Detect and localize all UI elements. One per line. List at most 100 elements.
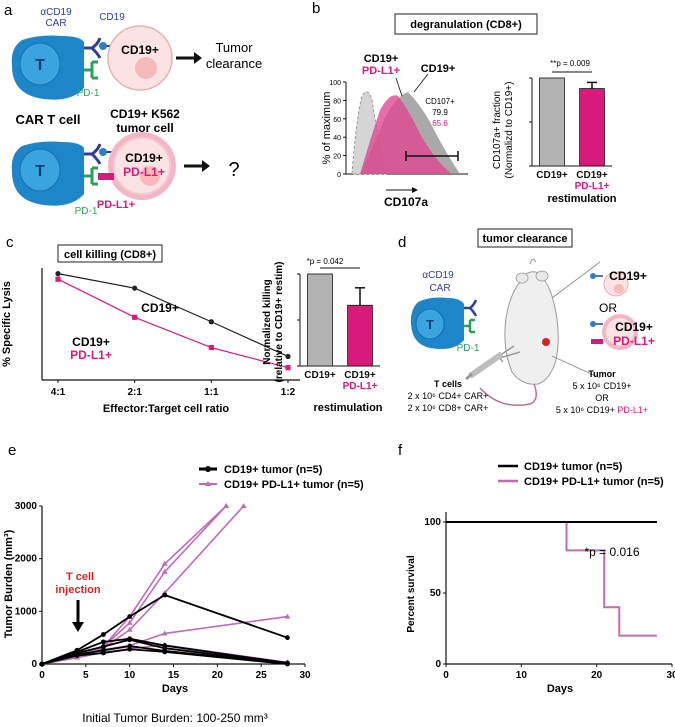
panel-c: cell killing (CD8+) 4:1 2:1 1:1 1:2 % Speci… (1, 244, 383, 415)
lineC-point (208, 344, 214, 351)
chartE-pdl1-point (223, 503, 230, 508)
chartF-ytick-label: 100 (424, 517, 441, 528)
car-label-top-1: αCD19 (40, 7, 72, 18)
chartE-xtick-label: 10 (124, 670, 136, 681)
tcells-l1: 2 x 10⁶ CD4+ CAR+ (408, 391, 489, 401)
barC-bar-0 (307, 273, 333, 367)
syringe-icon (465, 345, 515, 381)
car-label-top-2: CAR (45, 18, 66, 29)
chartE-xtick-label: 25 (256, 670, 268, 681)
cd19-label: CD19 (99, 12, 125, 23)
panel-letter-a: a (4, 2, 13, 19)
lineC-point (55, 271, 61, 277)
option2-label-1: CD19+ (615, 320, 653, 334)
lineC-xlabel: Effector:Target cell ratio (103, 403, 230, 415)
lineC-label-cd19: CD19+ (141, 301, 179, 315)
barB-ylabel-1: CD107a+ fraction (492, 91, 503, 169)
panel-e: 0 5 10 15 20 25 30 0 1000 2000 3000 Tumor Burden (… (3, 464, 364, 725)
target-cell-1 (107, 25, 173, 91)
chartE-cd19-point (285, 661, 290, 667)
car-label-d-2: CAR (429, 283, 450, 294)
barB-ylabel-2: (Normalizd to CD19+) (504, 82, 515, 179)
pdl1-ligand (98, 173, 114, 180)
chartF-pdl1-curve (446, 521, 657, 637)
panel-f: 0 10 20 30 0 50 100 Percent survival Days CD19… (406, 461, 675, 695)
chartE-pdl1-point (126, 626, 133, 632)
chartE-cd19-point (127, 614, 133, 619)
legendE-pdl1: CD19+ PD-L1+ tumor (n=5) (224, 479, 364, 491)
gate-label: CD107+ (425, 97, 455, 106)
outcome2: ? (228, 159, 239, 181)
chartE-cd19-point (100, 650, 106, 656)
car-t-cell-bottom: T (11, 141, 102, 206)
lineC-xtick-label: 2:1 (127, 387, 142, 398)
car-t-cell-top: T (11, 35, 102, 100)
lineC-xtick-label: 1:2 (281, 387, 296, 398)
chartE-xtick-label: 20 (212, 670, 224, 681)
or-label: OR (599, 301, 617, 315)
legendF-pdl1: CD19+ PD-L1+ tumor (n=5) (524, 476, 664, 488)
chartF-xtick-label: 10 (516, 670, 528, 681)
pd1-label-top: PD-1 (77, 88, 100, 99)
chartF-xlabel: Days (547, 683, 573, 695)
hist-ytick-label: 100 (329, 80, 341, 87)
barC-ylabel-2: (relative to CD19+ restim) (274, 262, 285, 383)
chartE-cd19-point (39, 661, 45, 667)
barC-bar-1 (347, 304, 373, 367)
chartE-cd19-series-0 (41, 594, 288, 665)
mouse-illustration (479, 258, 559, 406)
car-label-d-1: αCD19 (422, 270, 454, 281)
chartE-cd19-point (100, 639, 106, 645)
car-t-cell-caption: CAR T cell (15, 112, 80, 127)
chartE-pdl1-point (284, 613, 291, 619)
chartF-ytick-label: 50 (430, 588, 442, 599)
panel-d-title: tumor clearance (483, 233, 568, 245)
barB-bar-1 (579, 88, 605, 167)
chartE-cd19-point (74, 653, 80, 658)
lineC-xtick-label: 1:1 (204, 387, 219, 398)
bar-chart-degranulation: CD19+ CD19+PD-L1+ (529, 71, 612, 192)
tumor-head: Tumor (588, 369, 616, 379)
hist-ytick-label: 40 (333, 135, 341, 142)
chartE-ytick-label: 0 (31, 659, 37, 670)
bar-chart-killing: CD19+ CD19+PD-L1+ (297, 267, 380, 392)
hist-ytick-label: 20 (333, 154, 341, 161)
chartE-cd19-point (100, 632, 106, 637)
panel-b: degranulation (CD8+) 100 80 60 40 20 0 % of m… (321, 13, 617, 209)
option2-label-2: PD-L1+ (613, 334, 655, 348)
tumor-l3b: PD-L1+ (617, 405, 648, 415)
panel-b-title-box (394, 13, 538, 35)
chartF-xtick-label: 30 (666, 670, 675, 681)
chartF-xtick-label: 20 (591, 670, 603, 681)
t-label-top: T (35, 57, 45, 74)
hist-pdl1 (360, 95, 452, 174)
panel-letter-e: e (8, 442, 16, 459)
chartE-ytick-label: 3000 (15, 501, 38, 512)
option1-label: CD19+ (609, 269, 647, 283)
target1-label: CD19+ (121, 43, 159, 57)
tumor-l1: 5 x 10⁶ CD19+ (573, 381, 632, 391)
chartE-pdl1-point (161, 560, 168, 566)
panel-c-title: cell killing (CD8+) (64, 249, 156, 261)
barC-xtick-label-1: CD19+ (344, 370, 376, 381)
chartE-pdl1-point (161, 630, 168, 636)
option2-cell (606, 318, 634, 346)
tumor-l3a: 5 x 10⁶ CD19+ (556, 405, 618, 415)
t-label-d: T (426, 317, 434, 332)
lineC-series-0 (57, 273, 289, 358)
target2-label-1: CD19+ (125, 151, 163, 165)
gate-value-2: 65.6 (432, 119, 448, 128)
chartF-sig: *p = 0.016 (584, 545, 639, 559)
k562-caption-1: CD19+ K562 (110, 107, 180, 121)
lineC-point (55, 276, 61, 282)
car-receptor (84, 37, 102, 59)
panel-d: tumor clearance T αCD19 CAR PD-1 (408, 228, 655, 415)
hist-xlabel: CD107a (384, 195, 428, 209)
chartE-cd19-point (162, 592, 168, 598)
hist-ylabel: % of maximum (321, 92, 333, 165)
annotation-l1: T cell (66, 571, 94, 583)
chartE-cd19-point (162, 649, 168, 655)
outcome1-l2: clearance (206, 56, 262, 71)
barB-xlabel: restimulation (547, 193, 616, 205)
panel-letter-f: f (398, 442, 403, 459)
